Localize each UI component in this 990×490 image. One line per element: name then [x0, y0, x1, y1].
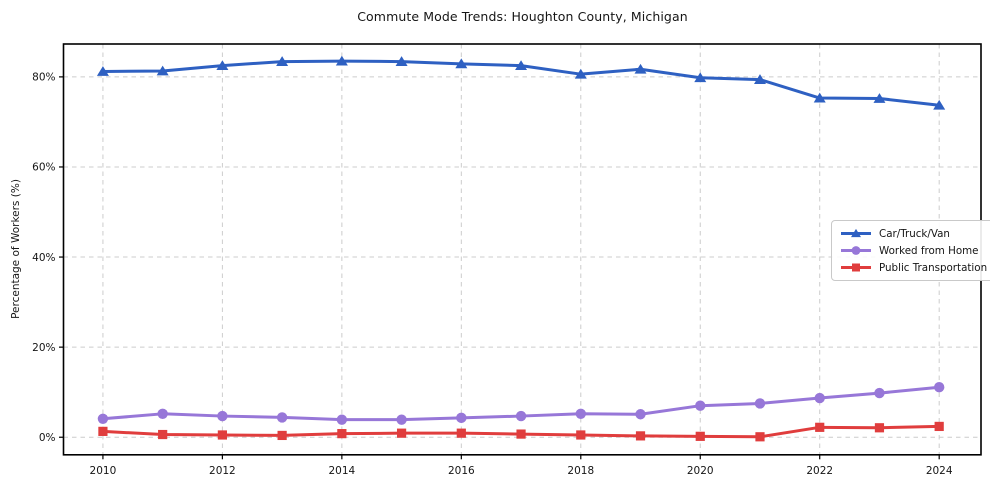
legend-label: Worked from Home	[879, 244, 979, 257]
data-point-marker	[395, 56, 408, 66]
y-tick-label: 0%	[39, 432, 56, 444]
gridlines	[63, 44, 981, 455]
x-tick-label: 2020	[687, 465, 714, 477]
data-point-marker	[217, 430, 227, 440]
data-point-marker	[217, 410, 228, 422]
legend-swatch-circle-icon	[841, 246, 871, 255]
data-point-marker	[216, 60, 229, 71]
y-tick-label: 60%	[32, 162, 55, 174]
data-point-marker	[694, 72, 707, 83]
legend-marker	[851, 228, 861, 238]
legend-marker	[852, 263, 860, 272]
data-point-marker	[874, 387, 885, 399]
data-point-marker	[157, 408, 168, 420]
data-point-marker	[873, 93, 886, 103]
data-point-marker	[158, 429, 168, 440]
data-point-marker	[695, 431, 705, 441]
data-point-marker	[97, 413, 109, 424]
legend-label: Public Transportation	[879, 261, 988, 274]
data-point-marker	[813, 92, 826, 103]
axis-ticks: 2010 2012 2014 2016 2018 2020 2022 2024 0% 20% 40%…	[32, 72, 953, 477]
x-tick-label: 2014	[328, 465, 355, 477]
legend-item-car-truck-van: Car/Truck/Van	[839, 226, 987, 241]
data-point-marker	[276, 412, 288, 423]
data-point-marker	[634, 63, 647, 74]
legend-label: Car/Truck/Van	[879, 227, 950, 240]
data-point-marker	[456, 412, 467, 424]
data-point-marker	[96, 66, 109, 76]
legend-marker	[851, 246, 861, 255]
data-point-marker	[635, 409, 646, 420]
data-point-marker	[516, 429, 526, 439]
data-point-marker	[934, 421, 944, 432]
data-point-marker	[933, 382, 945, 393]
y-tick-label: 20%	[32, 342, 55, 354]
x-tick-label: 2022	[806, 465, 833, 477]
y-tick-label: 80%	[32, 72, 55, 84]
chart-title: Commute Mode Trends: Houghton County, Mi…	[357, 9, 688, 24]
data-point-marker	[336, 414, 348, 425]
data-point-marker	[515, 60, 528, 71]
legend-swatch-triangle-icon	[841, 228, 871, 238]
data-point-marker	[753, 74, 766, 84]
x-tick-label: 2012	[209, 465, 236, 477]
data-point-marker	[98, 426, 108, 436]
data-point-marker	[156, 65, 169, 76]
data-point-marker	[695, 400, 706, 411]
data-point-marker	[456, 428, 466, 438]
data-point-marker	[874, 423, 885, 433]
data-point-marker	[277, 430, 287, 441]
legend-item-worked-from-home: Worked from Home	[839, 243, 987, 258]
data-point-marker	[396, 414, 407, 425]
series-public-transportation	[98, 421, 944, 442]
series-car-truck-van	[96, 55, 946, 110]
data-point-marker	[337, 429, 347, 439]
data-point-marker	[814, 392, 825, 404]
data-point-marker	[576, 430, 586, 440]
data-point-marker	[815, 422, 825, 432]
data-point-marker	[574, 68, 587, 79]
data-point-marker	[754, 398, 766, 409]
x-tick-label: 2016	[448, 465, 475, 477]
legend-item-public-transportation: Public Transportation	[839, 260, 987, 275]
legend-swatch-square-icon	[841, 263, 871, 272]
data-point-marker	[396, 428, 407, 438]
data-point-marker	[455, 58, 468, 69]
data-point-marker	[755, 432, 765, 442]
data-point-marker	[515, 410, 527, 422]
legend: Car/Truck/Van Worked from Home Public Tran…	[831, 220, 990, 281]
data-point-marker	[335, 55, 348, 66]
data-point-marker	[933, 99, 946, 110]
x-tick-label: 2024	[926, 465, 953, 477]
data-point-marker	[635, 431, 646, 441]
data-point-marker	[575, 408, 586, 420]
series-worked-from-home	[97, 382, 945, 425]
x-tick-label: 2010	[90, 465, 117, 477]
x-tick-label: 2018	[567, 465, 594, 477]
data-point-marker	[276, 56, 289, 66]
y-tick-label: 40%	[32, 252, 55, 264]
